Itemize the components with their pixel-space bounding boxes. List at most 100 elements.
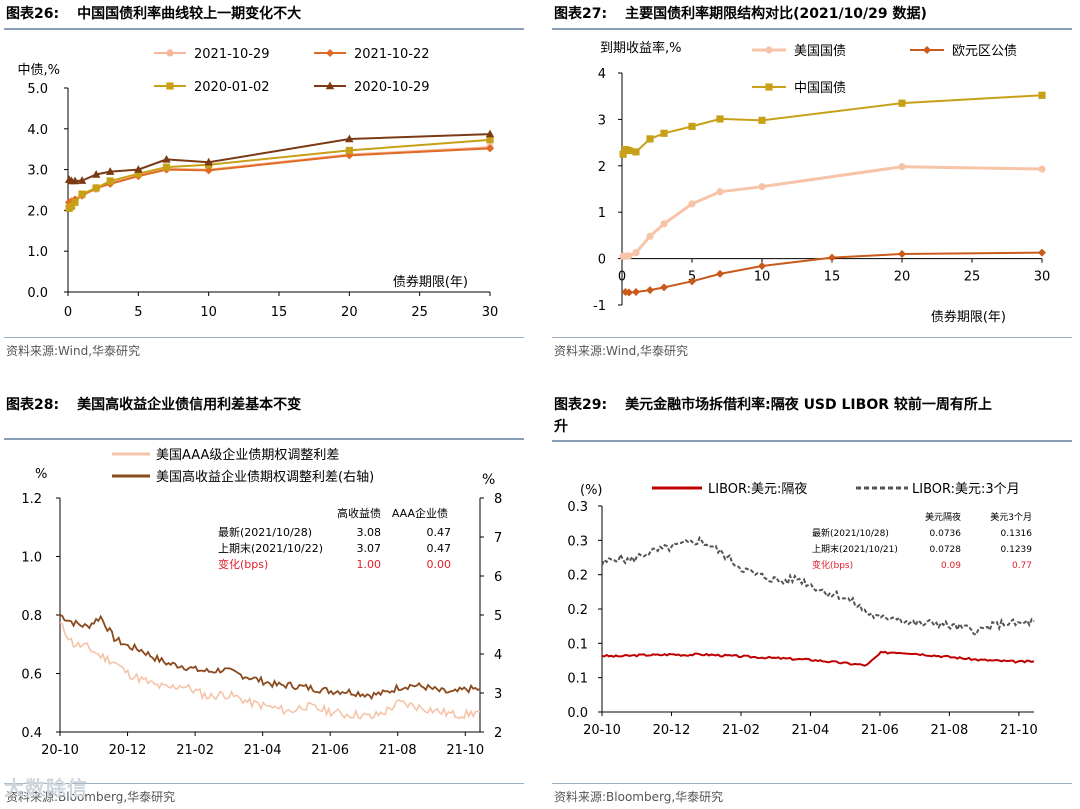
x-tick-label: 15 bbox=[271, 305, 288, 320]
chart-27-source: 资料来源:Wind,华泰研究 bbox=[554, 344, 689, 358]
x-tick-label: 21-06 bbox=[311, 743, 349, 758]
x-tick-label: 21-10 bbox=[1000, 723, 1038, 738]
table-row-label: 上期末(2021/10/21) bbox=[812, 543, 898, 555]
data-point bbox=[660, 220, 668, 228]
chart-26-rule bbox=[4, 28, 524, 30]
y-tick-label: 0.1 bbox=[567, 672, 588, 687]
x-tick-label: 20 bbox=[894, 270, 911, 285]
y-tick-label: 0.0 bbox=[27, 286, 48, 301]
x-tick-label: 30 bbox=[482, 305, 499, 320]
table-row-label: 最新(2021/10/28) bbox=[218, 525, 312, 539]
data-point bbox=[646, 135, 654, 143]
y-tick-label-right: 3 bbox=[494, 687, 502, 702]
y-tick-label: 3.0 bbox=[27, 164, 48, 179]
data-point bbox=[162, 163, 171, 171]
data-point bbox=[716, 115, 724, 123]
table-value: 0.77 bbox=[1012, 561, 1032, 571]
x-tick-label: 10 bbox=[754, 270, 771, 285]
x-tick-label: 21-02 bbox=[722, 723, 760, 738]
table-value: 3.08 bbox=[357, 526, 382, 539]
x-axis-label: 债券期限(年) bbox=[393, 274, 468, 290]
data-point bbox=[71, 198, 79, 206]
chart-27-rule bbox=[552, 28, 1072, 30]
data-point bbox=[204, 157, 213, 166]
legend-label: 2020-01-02 bbox=[194, 80, 270, 95]
legend-label-overnight: LIBOR:美元:隔夜 bbox=[708, 482, 807, 497]
legend-marker bbox=[765, 46, 773, 54]
y-tick-label: 4 bbox=[598, 67, 606, 82]
y-tick-label-right: 8 bbox=[494, 492, 502, 507]
data-point bbox=[625, 252, 633, 260]
table-row-label: 变化(bps) bbox=[812, 559, 853, 571]
legend-label: 2020-10-29 bbox=[354, 80, 430, 95]
chart-28-rule bbox=[4, 438, 524, 440]
chart-28-title: 图表28: 美国高收益企业债信用利差基本不变 bbox=[6, 394, 301, 416]
x-tick-label: 21-04 bbox=[244, 743, 282, 758]
legend-marker bbox=[765, 83, 773, 91]
chart-29-source-rule bbox=[552, 783, 1072, 784]
chart-29-heading-cont: 升 bbox=[554, 419, 568, 435]
x-tick-label: 21-04 bbox=[792, 723, 830, 738]
data-point bbox=[646, 286, 654, 295]
data-point bbox=[828, 253, 836, 262]
y-tick-label-right: 6 bbox=[494, 570, 502, 585]
series-line bbox=[622, 94, 1043, 155]
table-value: 0.09 bbox=[941, 561, 961, 571]
table-header: 美元隔夜 bbox=[925, 511, 961, 523]
y-axis-label-left: % bbox=[35, 467, 47, 482]
chart-26: 0.0 1.0 2.0 3.0 4.0 5.0 0 5 10 15 20 25 30 中债,% 债券期限(年… bbox=[18, 47, 499, 320]
y-tick-label-right: 4 bbox=[494, 648, 502, 663]
data-point bbox=[67, 202, 76, 210]
series-line bbox=[623, 165, 1043, 258]
y-tick-label: 5.0 bbox=[27, 82, 48, 97]
x-tick-label: 20 bbox=[341, 305, 358, 320]
x-tick-label: 5 bbox=[688, 270, 696, 285]
data-point bbox=[688, 277, 696, 286]
x-tick-label: 20-10 bbox=[41, 743, 79, 758]
legend-marker bbox=[326, 49, 334, 57]
data-point bbox=[91, 169, 101, 178]
legend-label-high-yield: 美国高收益企业债期权调整利差(右轴) bbox=[156, 469, 374, 485]
series-line-aaa bbox=[59, 621, 481, 720]
y-tick-label: 1 bbox=[598, 206, 606, 221]
table-value: 0.47 bbox=[427, 542, 452, 555]
data-point bbox=[716, 269, 724, 278]
y-axis-label: 中债,% bbox=[18, 63, 61, 78]
y-tick-label: 0.3 bbox=[567, 500, 588, 515]
data-point bbox=[716, 188, 724, 196]
y-tick-label: 0.2 bbox=[567, 603, 588, 618]
x-tick-label: 21-08 bbox=[931, 723, 969, 738]
data-point bbox=[486, 136, 494, 144]
chart-26-heading: 中国国债利率曲线较上一期变化不大 bbox=[77, 6, 302, 22]
data-point bbox=[486, 144, 494, 153]
y-tick-label: 4.0 bbox=[27, 123, 48, 138]
x-tick-label: 30 bbox=[1034, 270, 1051, 285]
x-tick-label: 21-10 bbox=[446, 743, 484, 758]
data-point bbox=[632, 248, 640, 257]
y-tick-label-left: 0.4 bbox=[21, 726, 42, 741]
series-line-3m bbox=[601, 535, 1035, 636]
legend-label-aaa: 美国AAA级企业债期权调整利差 bbox=[156, 447, 339, 463]
data-point bbox=[1038, 91, 1046, 99]
data-point bbox=[619, 150, 627, 158]
data-point bbox=[204, 166, 213, 175]
data-point bbox=[70, 176, 80, 185]
y-tick-label-left: 1.2 bbox=[21, 492, 42, 507]
data-point bbox=[898, 99, 906, 107]
x-tick-label: 20-10 bbox=[583, 723, 621, 738]
data-point bbox=[898, 249, 906, 258]
y-tick-label-right: 2 bbox=[494, 726, 502, 741]
data-point bbox=[134, 170, 142, 178]
chart-28-heading: 美国高收益企业债信用利差基本不变 bbox=[77, 397, 302, 413]
table-value: 3.07 bbox=[357, 542, 382, 555]
chart-26-title: 图表26: 中国国债利率曲线较上一期变化不大 bbox=[6, 3, 301, 25]
x-tick-label: 10 bbox=[200, 305, 217, 320]
data-point bbox=[688, 122, 696, 130]
x-tick-label: 0 bbox=[618, 270, 626, 285]
table-value: 1.00 bbox=[357, 558, 382, 571]
x-tick-label: 21-06 bbox=[861, 723, 899, 738]
data-point bbox=[646, 232, 654, 240]
data-point bbox=[632, 148, 640, 156]
chart-29-number: 图表29: bbox=[554, 397, 608, 413]
chart-27-number: 图表27: bbox=[554, 6, 608, 22]
